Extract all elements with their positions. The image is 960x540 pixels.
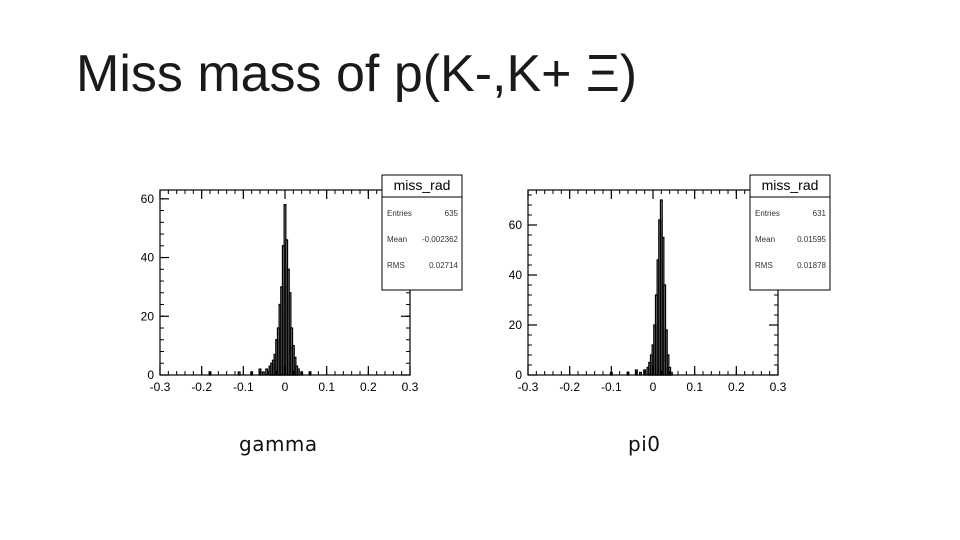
histogram-bin (296, 368, 300, 376)
y-tick-label: 40 (509, 268, 523, 282)
x-tick-label: 0 (650, 380, 657, 394)
histogram-bin (639, 371, 642, 376)
histogram-bin (265, 368, 269, 376)
histogram-bin (609, 371, 613, 376)
histogram-bin (666, 354, 670, 376)
histogram-pi0-canvas: -0.3 -0.2 -0.1 0 0.1 0.2 0.3 0 20 40 60 miss_rad Ent… (509, 174, 831, 394)
x-tick-label: -0.2 (191, 380, 212, 394)
histogram-bin (237, 371, 241, 376)
histogram-bin (208, 371, 212, 376)
stats-title: miss_rad (394, 177, 451, 193)
y-tick-label: 60 (509, 218, 523, 232)
x-tick-label: 0 (282, 380, 289, 394)
x-tick-label: 0.2 (360, 380, 377, 394)
slide-title: Miss mass of p(K-,K+ Ξ) (76, 45, 638, 103)
stats-label: RMS (387, 261, 405, 270)
histogram-bin (300, 371, 304, 376)
plot-frame (527, 189, 779, 376)
stats-value: 0.01595 (797, 235, 826, 244)
y-tick-label: 60 (141, 192, 155, 206)
stats-value: 0.02714 (429, 261, 458, 270)
histogram-bin (308, 371, 312, 376)
x-tick-label: -0.3 (150, 380, 171, 394)
histogram-bin (626, 371, 630, 376)
histogram-bin (634, 369, 638, 376)
y-tick-label: 20 (509, 318, 523, 332)
stats-value: -0.002362 (422, 235, 459, 244)
histogram-gamma-canvas: -0.3 -0.2 -0.1 0 0.1 0.2 0.3 0 20 40 60 miss_rad Ent… (141, 174, 463, 394)
caption-gamma: gamma (239, 432, 318, 456)
x-tick-label: -0.3 (518, 380, 539, 394)
stats-box-frame (749, 174, 831, 291)
stats-label: RMS (755, 261, 773, 270)
stats-box: miss_rad Entries 635 Mean -0.002362 RMS 0.0271… (381, 174, 463, 291)
x-tick-label: -0.2 (559, 380, 580, 394)
stats-value: 0.01878 (797, 261, 826, 270)
histogram-bin (261, 371, 265, 376)
plot-frame (159, 189, 411, 376)
histogram-bin (664, 329, 668, 376)
histogram-bin (643, 369, 647, 376)
x-tick-label: 0.1 (318, 380, 335, 394)
x-tick-label: 0.1 (686, 380, 703, 394)
caption-pi0: pi0 (628, 432, 661, 456)
x-tick-label: -0.1 (233, 380, 254, 394)
histogram-bin (669, 371, 673, 376)
stats-box: miss_rad Entries 631 Mean 0.01595 RMS 0.01878 (749, 174, 831, 291)
y-tick-label: 20 (141, 309, 155, 323)
histogram-bin (258, 368, 262, 376)
stats-title: miss_rad (762, 177, 819, 193)
x-tick-label: -0.1 (601, 380, 622, 394)
histogram-bin (668, 366, 672, 376)
y-tick-label: 0 (515, 368, 522, 382)
stats-label: Entries (387, 209, 412, 218)
stats-label: Mean (387, 235, 407, 244)
stats-value: 635 (445, 209, 459, 218)
x-tick-label: 0.3 (770, 380, 787, 394)
histogram-gamma: -0.3 -0.2 -0.1 0 0.1 0.2 0.3 0 20 40 60 miss_rad Ent… (120, 160, 463, 410)
stats-label: Mean (755, 235, 775, 244)
histogram-pi0: -0.3 -0.2 -0.1 0 0.1 0.2 0.3 0 20 40 60 miss_rad Ent… (488, 160, 831, 410)
x-tick-label: 0.2 (728, 380, 745, 394)
stats-label: Entries (755, 209, 780, 218)
stats-box-frame (381, 174, 463, 291)
x-tick-label: 0.3 (402, 380, 419, 394)
histogram-bin (250, 371, 254, 376)
y-tick-label: 40 (141, 251, 155, 265)
stats-value: 631 (813, 209, 827, 218)
y-tick-label: 0 (147, 368, 154, 382)
